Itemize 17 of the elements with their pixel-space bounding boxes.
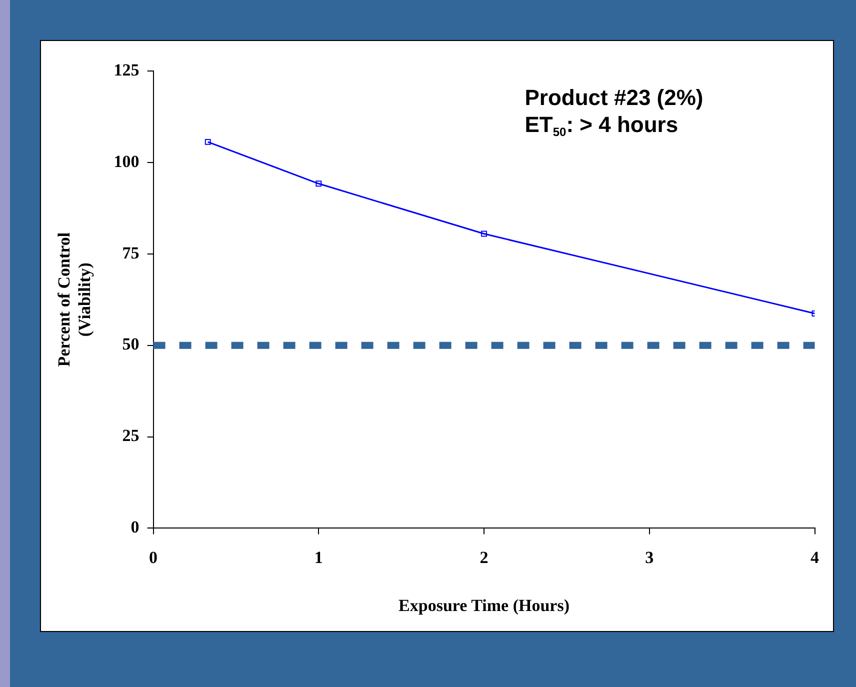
y-axis-title: Percent of Control (Viability) (54, 232, 94, 367)
x-tick-label: 3 (645, 548, 654, 567)
point (316, 180, 322, 187)
y-tick-label: 75 (122, 243, 140, 262)
point (481, 230, 487, 237)
y-tick-label: 125 (114, 60, 140, 80)
annotation: Product #23 (2%) (524, 85, 704, 110)
y-tick-label: 25 (122, 426, 140, 446)
x-tick-label: 1 (314, 548, 323, 567)
y-tick-label: 50 (122, 334, 140, 354)
y-tick-label: 100 (114, 152, 140, 171)
y-tick-label: 0 (130, 518, 140, 537)
point (204, 138, 211, 145)
x-axis-title: Exposure Time (Hours) (398, 596, 570, 616)
x-tick-label: 4 (810, 548, 820, 567)
x-tick-label: 2 (480, 548, 488, 567)
x-tick-label: 0 (149, 548, 158, 567)
